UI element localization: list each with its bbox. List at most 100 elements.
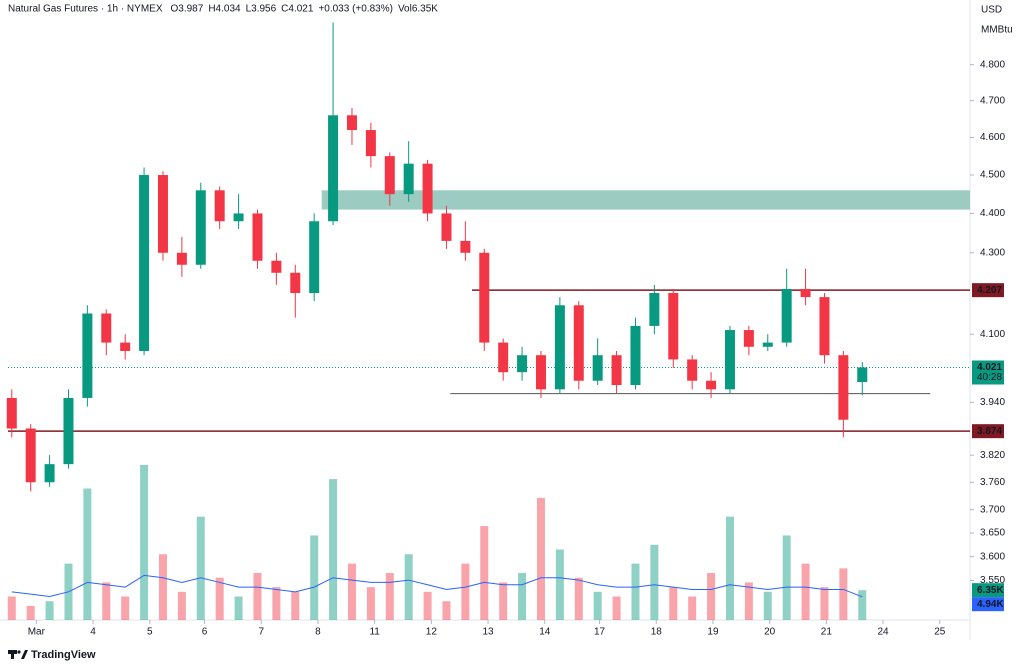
header-title: Natural Gas Futures · 1h · NYMEX	[8, 4, 163, 15]
candle-body	[535, 355, 546, 390]
header-key: H	[208, 4, 215, 15]
candle-body	[309, 221, 320, 294]
candle-body	[214, 190, 225, 222]
volume-bar	[839, 568, 848, 620]
volume-bar	[158, 554, 167, 620]
candle-body	[857, 367, 868, 383]
volume-bar	[555, 549, 564, 620]
volume-bar	[536, 497, 545, 620]
currency: USD	[981, 5, 1002, 16]
header-key: Vol	[398, 4, 412, 15]
volume-bar	[121, 596, 130, 620]
volume-bar	[707, 573, 716, 620]
candle-body	[384, 156, 395, 195]
candle-body	[668, 293, 679, 360]
y-tick-label: 3.760	[980, 477, 1005, 488]
volume-bar	[7, 596, 16, 620]
y-tick-label: 4.500	[980, 170, 1005, 181]
candle-body	[611, 355, 622, 386]
volume-bar	[782, 535, 791, 620]
volume-label: 6.35K	[977, 585, 1004, 596]
x-tick-label: 6	[202, 627, 208, 638]
candle-body	[517, 355, 528, 373]
x-tick-label: 20	[764, 627, 776, 638]
volume-bar	[215, 577, 224, 620]
volume-bar	[669, 587, 678, 620]
volume-bar	[763, 591, 772, 620]
candle-body	[63, 397, 74, 465]
y-tick-label: 3.940	[980, 397, 1005, 408]
x-tick-label: 21	[821, 627, 833, 638]
volume-bar	[499, 582, 508, 620]
volume-bar	[612, 596, 621, 620]
volume-bar	[366, 587, 375, 620]
volume-bar	[518, 573, 527, 620]
y-tick-label: 4.600	[980, 132, 1005, 143]
volume-bar	[423, 591, 432, 620]
x-tick-label: Mar	[28, 627, 46, 638]
candle-body	[233, 213, 244, 222]
last-price-label: 4.021	[977, 362, 1002, 373]
volume-bar	[650, 544, 659, 620]
candle-body	[252, 213, 263, 261]
level-label: 4.207	[977, 285, 1002, 296]
header-value: +0.033 (+0.83%)	[318, 4, 393, 15]
candle-body	[139, 175, 150, 351]
unit: MMBtu	[981, 25, 1013, 36]
volume-bar	[688, 596, 697, 620]
candle-body	[706, 380, 717, 390]
x-tick-label: 8	[315, 627, 321, 638]
level-label-box	[972, 424, 1004, 439]
x-tick-label: 11	[369, 627, 380, 638]
volume-ma-label: 4.94K	[977, 599, 1004, 610]
header-key: O	[171, 4, 179, 15]
candle-body	[403, 163, 414, 195]
y-tick-label: 4.800	[980, 59, 1005, 70]
volume-ma-label-box	[972, 597, 1004, 612]
volume-bar	[196, 516, 205, 620]
x-tick-label: 25	[934, 627, 946, 638]
volume-label-box	[972, 583, 1004, 598]
x-tick-label: 4	[90, 627, 96, 638]
y-tick-label: 3.650	[980, 528, 1005, 539]
x-tick-label: 17	[594, 627, 606, 638]
volume-bar	[725, 516, 734, 620]
header-key: L	[246, 4, 252, 15]
volume-bar	[347, 563, 356, 620]
y-tick-label: 4.300	[980, 247, 1005, 258]
y-tick-label: 4.100	[980, 329, 1005, 340]
volume-ma-line	[11, 574, 863, 598]
volume-bar	[83, 488, 92, 620]
candle-body	[422, 163, 433, 214]
volume-bar	[404, 554, 413, 620]
candle-body	[120, 342, 131, 351]
brand-logo	[8, 650, 28, 659]
candle-body	[328, 115, 339, 222]
candle-body	[460, 240, 471, 253]
candle-body	[573, 305, 584, 381]
header-value: 3.987	[178, 4, 203, 15]
volume-bar	[329, 479, 338, 620]
level-label-box	[972, 283, 1004, 298]
countdown: 40:28	[977, 372, 1002, 383]
candle-body	[271, 260, 282, 273]
candle-body	[441, 213, 452, 241]
y-tick-label: 4.400	[980, 208, 1005, 219]
candle-body	[82, 313, 93, 398]
volume-bar	[480, 526, 489, 620]
volume-bar	[253, 573, 262, 620]
x-tick-label: 18	[651, 627, 663, 638]
volume-bar	[177, 591, 186, 620]
y-tick-label: 3.550	[980, 575, 1005, 586]
candle-body	[592, 355, 603, 381]
candle-body	[800, 288, 811, 298]
x-tick-label: 24	[877, 627, 889, 638]
candle-body	[687, 359, 698, 381]
candle-body	[176, 252, 187, 265]
candle-body	[290, 272, 301, 294]
x-tick-label: 19	[707, 627, 719, 638]
candle-body	[724, 330, 735, 390]
y-tick-label: 4.700	[980, 95, 1005, 106]
